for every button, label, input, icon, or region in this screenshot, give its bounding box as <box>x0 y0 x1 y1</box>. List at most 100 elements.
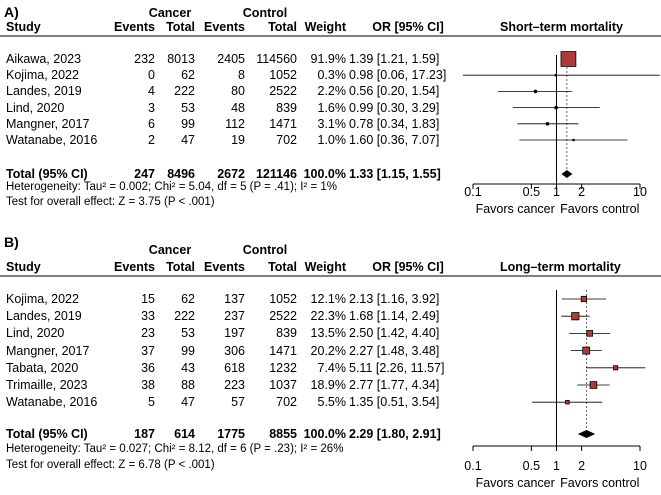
plot-title: Long–term mortality <box>500 260 621 274</box>
weight: 91.9% <box>310 52 346 66</box>
total-events-cancer: 247 <box>134 167 155 181</box>
favors-right-label: Favors control <box>560 476 640 490</box>
total-control: 1037 <box>269 378 297 392</box>
col-header-events-cancer: Events <box>114 20 155 34</box>
total-control: 839 <box>276 100 297 115</box>
point-estimate <box>554 73 558 77</box>
x-tick-label: 0.1 <box>464 185 482 199</box>
point-estimate-square <box>582 346 591 355</box>
total-events-cancer: 187 <box>134 427 155 441</box>
events-cancer: 6 <box>148 116 155 131</box>
total-weight: 100.0% <box>303 427 346 441</box>
total-cancer: 47 <box>181 133 195 147</box>
study-name: Tabata, 2020 <box>6 360 79 375</box>
events-control: 2405 <box>217 52 245 66</box>
total-cancer: 99 <box>181 116 195 131</box>
weight: 1.0% <box>317 133 347 147</box>
weight: 3.1% <box>317 116 347 131</box>
events-control: 137 <box>224 292 245 306</box>
total-control: 1471 <box>269 343 297 358</box>
total-control: 1232 <box>269 360 297 375</box>
total-control: 2522 <box>269 309 297 324</box>
study-name: Mangner, 2017 <box>6 116 90 131</box>
or-ci-text: 1.60 [0.36, 7.07] <box>349 133 440 147</box>
events-control: 197 <box>224 326 245 341</box>
events-cancer: 23 <box>141 326 155 341</box>
study-name: Watanabe, 2016 <box>6 133 98 147</box>
x-tick-label: 1 <box>553 459 560 473</box>
col-header-total-cancer: Total <box>166 260 195 274</box>
col-header-weight: Weight <box>304 20 346 34</box>
point-estimate <box>572 138 575 142</box>
weight: 1.6% <box>317 100 347 115</box>
total-cancer: 99 <box>181 343 195 358</box>
or-ci-text: 0.56 [0.20, 1.54] <box>349 84 440 99</box>
events-cancer: 38 <box>141 378 155 392</box>
total-n-control: 8855 <box>269 427 297 441</box>
col-header-or-ci: OR [95% CI] <box>372 260 444 274</box>
col-header-study: Study <box>6 20 41 34</box>
x-tick-label: 10 <box>633 185 647 199</box>
total-n-cancer: 614 <box>174 427 195 441</box>
total-cancer: 53 <box>181 100 195 115</box>
total-cancer: 47 <box>181 395 195 410</box>
point-estimate-square <box>589 381 598 389</box>
study-name: Watanabe, 2016 <box>6 395 98 410</box>
favors-left-label: Favors cancer <box>475 202 555 216</box>
total-cancer: 222 <box>174 309 195 324</box>
col-header-total-control: Total <box>268 20 297 34</box>
total-or-ci: 1.33 [1.15, 1.55] <box>349 167 441 181</box>
total-or-ci: 2.29 [1.80, 2.91] <box>349 427 441 441</box>
pooled-diamond <box>577 430 596 438</box>
events-control: 80 <box>231 84 245 99</box>
or-ci-text: 2.27 [1.48, 3.48] <box>349 343 440 358</box>
study-name: Landes, 2019 <box>6 309 82 324</box>
col-header-events-control: Events <box>204 260 245 274</box>
point-estimate-square <box>560 51 577 67</box>
point-estimate-square <box>571 312 580 321</box>
or-ci-text: 5.11 [2.26, 11.57] <box>349 360 445 375</box>
panel-label: A) <box>4 4 19 20</box>
x-tick-label: 0.5 <box>522 459 541 473</box>
overall-effect-text: Test for overall effect: Z = 6.78 (P < .… <box>6 459 215 471</box>
col-header-study: Study <box>6 260 41 274</box>
total-control: 1052 <box>269 68 297 83</box>
total-cancer: 222 <box>174 84 195 99</box>
or-ci-text: 2.50 [1.42, 4.40] <box>349 326 440 341</box>
events-cancer: 33 <box>141 309 155 324</box>
panel-label: B) <box>4 234 19 250</box>
x-tick-label: 2 <box>578 185 586 199</box>
or-ci-text: 2.77 [1.77, 4.34] <box>349 378 440 392</box>
events-control: 57 <box>231 395 245 410</box>
point-estimate <box>545 122 550 126</box>
total-cancer: 62 <box>181 292 195 306</box>
overall-effect-text: Test for overall effect: Z = 3.75 (P < .… <box>6 196 215 208</box>
pooled-diamond <box>561 170 573 178</box>
point-estimate-square <box>580 295 588 303</box>
group-header-control: Control <box>242 243 288 257</box>
total-control: 839 <box>276 326 297 341</box>
study-name: Lind, 2020 <box>6 100 65 115</box>
events-cancer: 0 <box>148 68 155 83</box>
group-header-control: Control <box>242 6 288 20</box>
or-ci-text: 0.98 [0.06, 17.23] <box>349 68 447 83</box>
or-ci-text: 1.68 [1.14, 2.49] <box>349 309 440 324</box>
events-control: 48 <box>231 100 245 115</box>
total-weight: 100.0% <box>303 167 346 181</box>
weight: 12.1% <box>310 292 346 306</box>
or-ci-text: 2.13 [1.16, 3.92] <box>349 292 440 306</box>
heterogeneity-text: Heterogeneity: Tau² = 0.002; Chi² = 5.04… <box>6 181 338 193</box>
total-control: 702 <box>276 133 297 147</box>
study-name: Kojima, 2022 <box>6 292 79 306</box>
total-n-control: 121146 <box>255 167 297 181</box>
weight: 7.4% <box>317 360 347 375</box>
events-cancer: 232 <box>134 52 155 66</box>
events-control: 19 <box>231 133 245 147</box>
weight: 20.2% <box>310 343 346 358</box>
events-control: 237 <box>224 309 245 324</box>
weight: 0.3% <box>317 68 347 83</box>
or-ci-text: 0.99 [0.30, 3.29] <box>349 100 440 115</box>
heterogeneity-text: Heterogeneity: Tau² = 0.027; Chi² = 8.12… <box>6 443 344 455</box>
events-cancer: 5 <box>148 395 155 410</box>
col-header-total-control: Total <box>268 260 297 274</box>
